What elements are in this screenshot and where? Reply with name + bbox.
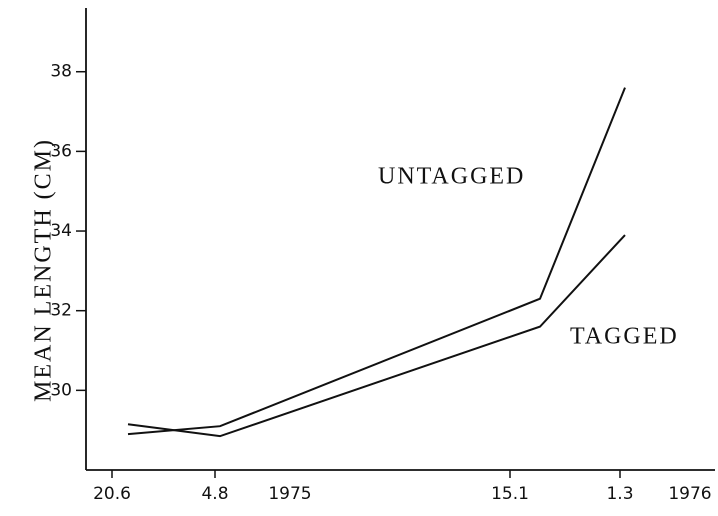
series-line — [127, 234, 626, 438]
y-tick-label: 32 — [50, 301, 72, 321]
series-label: TAGGED — [570, 324, 679, 350]
x-tick-label: 4.8 — [201, 484, 228, 504]
y-tick-label: 36 — [50, 141, 72, 161]
x-tick-label: 20.6 — [93, 484, 131, 504]
series-label: UNTAGGED — [378, 164, 525, 190]
year-label: 1976 — [668, 484, 711, 504]
y-tick-label: 30 — [50, 380, 72, 400]
year-label: 1975 — [268, 484, 311, 504]
x-tick-label: 15.1 — [491, 484, 529, 504]
y-tick-label: 38 — [50, 62, 72, 82]
y-axis-label: MEAN LENGTH (CM) — [31, 138, 57, 402]
y-tick-label: 34 — [50, 221, 72, 241]
x-tick-label: 1.3 — [606, 484, 633, 504]
